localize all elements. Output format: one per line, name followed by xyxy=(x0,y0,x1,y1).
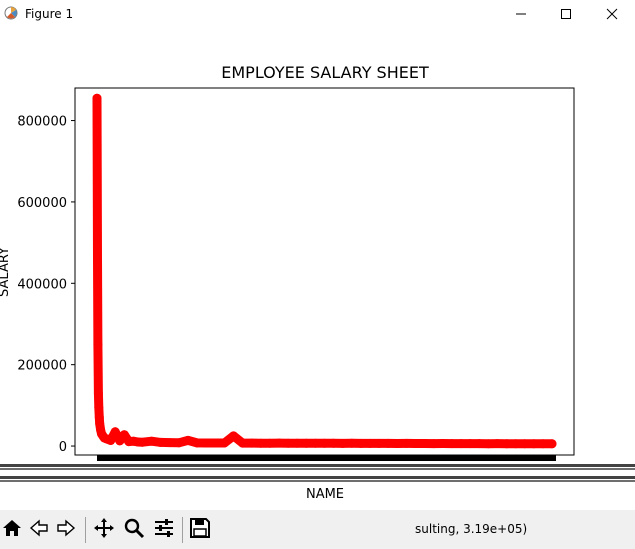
save-icon xyxy=(189,517,211,543)
data-point xyxy=(256,438,266,448)
data-point xyxy=(247,438,257,448)
data-point xyxy=(547,439,557,449)
data-point xyxy=(392,439,402,448)
data-point xyxy=(401,438,411,448)
data-point xyxy=(110,427,120,437)
data-point xyxy=(183,435,193,445)
close-button[interactable] xyxy=(589,0,635,28)
data-point xyxy=(210,438,220,448)
back-button[interactable] xyxy=(27,518,51,542)
data-point xyxy=(347,438,357,448)
y-tick-label: 600000 xyxy=(17,196,67,211)
y-axis-label: SALARY xyxy=(0,247,12,297)
data-point xyxy=(283,438,293,448)
back-arrow-icon xyxy=(28,517,50,543)
matplotlib-logo-icon xyxy=(3,5,19,21)
y-tick-label: 0 xyxy=(59,440,67,455)
data-point xyxy=(265,438,275,448)
data-point xyxy=(411,439,420,448)
data-point xyxy=(356,438,366,448)
toolbar-separator xyxy=(85,517,86,543)
data-point xyxy=(429,439,439,449)
data-point xyxy=(192,438,202,448)
x-tick-label-smear xyxy=(0,464,635,467)
data-point xyxy=(338,438,348,448)
data-point xyxy=(465,439,475,449)
salary-series-line xyxy=(92,93,557,449)
data-point xyxy=(474,439,484,449)
zoom-button[interactable] xyxy=(122,518,146,542)
chart-title: EMPLOYEE SALARY SHEET xyxy=(221,63,429,82)
configure-subplots-button[interactable] xyxy=(152,518,176,542)
home-icon xyxy=(1,517,23,543)
y-tick-label: 800000 xyxy=(17,115,67,130)
data-point xyxy=(93,388,103,398)
data-point xyxy=(456,439,466,449)
home-button[interactable] xyxy=(0,518,24,542)
salary-chart: EMPLOYEE SALARY SHEET 0 200000 400000 60000… xyxy=(0,63,635,502)
data-point xyxy=(147,436,157,446)
x-axis-label: NAME xyxy=(306,487,344,502)
x-tick-labels-overlapping xyxy=(0,455,635,482)
data-point xyxy=(492,439,502,449)
forward-arrow-icon xyxy=(55,517,77,543)
save-button[interactable] xyxy=(188,518,212,542)
data-point xyxy=(520,439,530,449)
y-tick-label: 200000 xyxy=(17,359,67,374)
data-point xyxy=(383,438,393,448)
pan-button[interactable] xyxy=(92,518,116,542)
data-point xyxy=(529,439,539,449)
data-point xyxy=(92,93,102,103)
y-tick-label: 400000 xyxy=(17,277,67,292)
data-point xyxy=(310,438,320,448)
data-point xyxy=(238,438,248,448)
data-point xyxy=(483,439,493,449)
x-tick-label-smear xyxy=(0,476,635,479)
maximize-button[interactable] xyxy=(543,0,589,28)
data-point xyxy=(447,439,457,449)
data-point xyxy=(156,437,166,447)
figure-canvas[interactable]: EMPLOYEE SALARY SHEET 0 200000 400000 60000… xyxy=(0,28,635,510)
data-point xyxy=(438,439,448,448)
data-point xyxy=(138,437,147,447)
navigation-toolbar: sulting, 3.19e+05) xyxy=(0,510,635,549)
close-icon xyxy=(606,5,618,24)
data-point xyxy=(292,438,302,448)
data-point xyxy=(106,435,116,445)
minimize-button[interactable] xyxy=(498,0,544,28)
data-point xyxy=(274,438,284,448)
x-tick-label-smear xyxy=(0,480,635,482)
maximize-icon xyxy=(560,5,572,24)
x-tick-label-smear xyxy=(0,468,635,470)
cursor-status-text: sulting, 3.19e+05) xyxy=(415,522,528,536)
zoom-icon xyxy=(123,517,145,543)
subplots-config-icon xyxy=(153,517,175,543)
window-title: Figure 1 xyxy=(25,7,74,21)
data-point xyxy=(93,339,103,349)
plot-frame xyxy=(74,87,575,456)
data-point xyxy=(511,439,521,449)
data-point xyxy=(119,430,129,440)
data-point xyxy=(301,438,311,448)
pan-icon xyxy=(93,517,115,543)
data-point xyxy=(320,438,329,448)
data-point xyxy=(420,439,430,448)
minimize-icon xyxy=(515,5,527,24)
data-point xyxy=(174,438,184,448)
data-point xyxy=(374,438,384,448)
toolbar-separator xyxy=(182,517,183,543)
window-titlebar: Figure 1 xyxy=(0,0,635,28)
forward-button[interactable] xyxy=(54,518,78,542)
data-point xyxy=(201,438,211,448)
data-point xyxy=(94,402,104,412)
x-tick-marks-band xyxy=(97,455,556,461)
data-point xyxy=(329,438,339,448)
data-point xyxy=(538,439,548,449)
data-point xyxy=(165,438,175,448)
data-point xyxy=(229,431,238,441)
data-point xyxy=(93,254,102,264)
data-point xyxy=(502,439,511,449)
data-point xyxy=(219,438,229,448)
data-point xyxy=(365,438,375,448)
